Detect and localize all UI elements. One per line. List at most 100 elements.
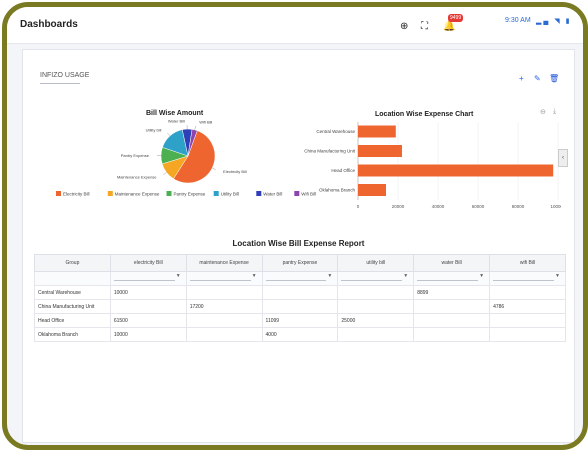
bell-icon[interactable]: 🔔: [443, 21, 456, 32]
filter-cell[interactable]: ▼: [413, 271, 491, 286]
filter-input[interactable]: ▼: [265, 273, 332, 281]
tab-underline: [40, 83, 80, 84]
table-cell: [413, 313, 491, 328]
y-tick-label: Head Office: [331, 168, 355, 173]
pie-chart-title: Bill Wise Amount: [146, 110, 204, 117]
table-cell: Central Warehouse: [34, 285, 111, 300]
pie-leader-line: [212, 167, 216, 170]
column-header[interactable]: water Bill: [413, 254, 491, 272]
table-cell: [185, 285, 263, 300]
filter-row: ▼ ▼ ▼ ▼ ▼ ▼: [34, 271, 566, 286]
delete-icon[interactable]: 🗑: [549, 74, 560, 83]
legend-label[interactable]: Utility Bill: [221, 192, 239, 197]
column-header[interactable]: Group: [34, 254, 111, 272]
bar-chart-title: Location Wise Expense Chart: [375, 111, 474, 118]
legend-label[interactable]: Electricity Bill: [63, 192, 90, 197]
table-cell: China Manufacturing Unit: [34, 299, 111, 314]
y-tick-label: China Manufacturing Unit: [304, 149, 356, 154]
column-header[interactable]: maintenance Expense: [185, 254, 263, 272]
table-cell: [413, 327, 491, 342]
table-row: Central Warehouse 10000 8899: [34, 285, 566, 300]
column-header[interactable]: pantry Expense: [261, 254, 339, 272]
legend-swatch: [294, 191, 300, 196]
pie-slice-label: Water Bill: [168, 120, 185, 124]
download-icon[interactable]: ⤓: [553, 108, 557, 115]
filter-cell[interactable]: ▼: [261, 271, 339, 286]
table-cell: 25000: [337, 313, 415, 328]
table-cell: 10000: [109, 327, 187, 342]
chart-menu-icon[interactable]: ⊖: [540, 109, 546, 116]
y-tick-label: Oklahoma Branch: [319, 188, 356, 193]
table-cell: Head Office: [34, 313, 111, 328]
filter-input[interactable]: ▼: [113, 273, 181, 281]
add-icon[interactable]: +: [519, 74, 524, 83]
table-cell: 4000: [261, 327, 339, 342]
bar[interactable]: [358, 125, 396, 138]
table-cell: [109, 299, 187, 314]
legend-swatch: [56, 191, 61, 196]
filter-cell[interactable]: [34, 271, 111, 286]
page-title: Dashboards: [20, 19, 78, 30]
filter-icon[interactable]: ▼: [403, 273, 409, 279]
table-cell: [261, 299, 339, 314]
filter-cell[interactable]: ▼: [185, 271, 263, 286]
x-tick-label: 100000: [550, 204, 561, 209]
column-header[interactable]: wifi Bill: [489, 254, 566, 272]
table-cell: [489, 313, 566, 328]
table-cell: [337, 299, 415, 314]
y-tick-label: Central Warehouse: [316, 129, 355, 134]
panel-toggle[interactable]: ‹: [558, 149, 568, 167]
status-icons: ▂▄ ◥ ▮: [536, 18, 572, 25]
table-cell: 61500: [109, 313, 187, 328]
fullscreen-icon[interactable]: ⛶: [421, 21, 428, 32]
filter-icon[interactable]: ▼: [327, 273, 333, 279]
filter-cell[interactable]: ▼: [109, 271, 187, 286]
table-cell: 4786: [489, 299, 566, 314]
filter-icon[interactable]: ▼: [555, 273, 560, 279]
bar[interactable]: [358, 145, 402, 157]
table-cell: Oklahoma Branch: [34, 327, 111, 342]
tab-infizo-usage[interactable]: INFIZO USAGE: [40, 72, 90, 79]
table-cell: 17200: [185, 299, 263, 314]
pie-slice-label: Maintenance Expense: [117, 175, 157, 180]
report-table: Group electricity Bill maintenance Expense…: [34, 254, 566, 342]
pie-chart: Electricity Bill Maintenance Expense Pantr…: [117, 120, 247, 184]
filter-input[interactable]: ▼: [341, 273, 408, 281]
table-row: Head Office 61500 11099 25000: [34, 313, 566, 328]
legend-label[interactable]: Pantry Expense: [174, 192, 206, 197]
filter-input[interactable]: ▼: [417, 273, 484, 281]
pie-slice-label: Pantry Expense: [121, 153, 150, 158]
legend-label[interactable]: Maintenance Expense: [115, 192, 160, 197]
legend-swatch: [213, 191, 219, 196]
table-cell: [413, 299, 491, 314]
edit-icon[interactable]: ✎: [534, 74, 541, 83]
dashboard-panel: INFIZO USAGE + ✎ 🗑 Bill Wise Amount Elec…: [22, 49, 575, 443]
table-cell: [261, 285, 339, 300]
filter-input[interactable]: ▼: [189, 273, 257, 281]
pie-slice-label: Utility bill: [146, 127, 162, 132]
table-cell: [337, 285, 415, 300]
pie-slice[interactable]: [187, 129, 198, 157]
report-title: Location Wise Bill Expense Report: [232, 239, 365, 248]
x-tick-label: 0: [357, 204, 360, 209]
filter-cell[interactable]: ▼: [337, 271, 415, 286]
bar-chart: 0 20000 40000 60000 80000 100000 Central Wareh…: [304, 122, 561, 209]
bar[interactable]: [358, 164, 554, 177]
filter-icon[interactable]: ▼: [479, 273, 485, 279]
legend-label[interactable]: Wifi Bill: [301, 192, 316, 197]
zoom-icon[interactable]: ⊕: [400, 21, 409, 32]
filter-icon[interactable]: ▼: [251, 273, 257, 279]
filter-input[interactable]: ▼: [493, 273, 560, 281]
pie-slice[interactable]: [173, 130, 216, 184]
legend-swatch: [107, 191, 113, 196]
bar[interactable]: [358, 184, 386, 196]
legend-label[interactable]: Water Bill: [263, 192, 282, 197]
filter-icon[interactable]: ▼: [175, 273, 181, 279]
column-header[interactable]: electricity Bill: [109, 254, 187, 272]
top-bar: Dashboards ⊕ ⛶ 🔔 9499 9:30 AM ▂▄ ◥ ▮: [7, 7, 583, 44]
table-cell: [185, 313, 263, 328]
table-cell: [489, 285, 566, 300]
table-cell: [489, 327, 566, 342]
column-header[interactable]: utility bill: [337, 254, 415, 272]
filter-cell[interactable]: ▼: [489, 271, 566, 286]
